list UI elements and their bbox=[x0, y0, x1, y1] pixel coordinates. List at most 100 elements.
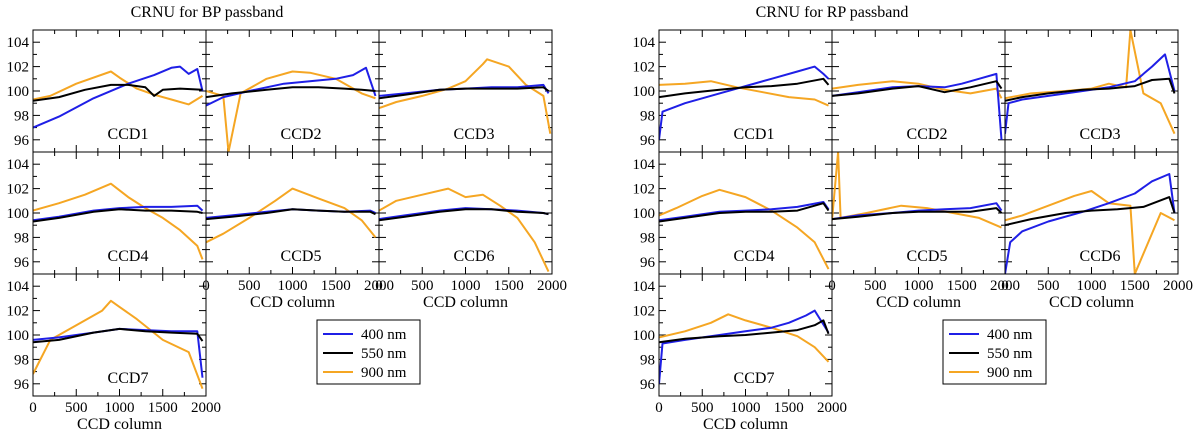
y-tick-label: 96 bbox=[14, 377, 30, 393]
y-tick-label: 100 bbox=[633, 206, 656, 222]
y-tick-label: 98 bbox=[640, 108, 655, 124]
series-line-550-nm bbox=[659, 77, 830, 99]
y-tick-label: 96 bbox=[14, 133, 30, 149]
x-tick-label: 1500 bbox=[1120, 278, 1150, 294]
y-tick-label: 102 bbox=[633, 182, 656, 198]
x-tick-label: 500 bbox=[411, 278, 434, 294]
series-line-550-nm bbox=[33, 83, 203, 102]
x-tick-label: 500 bbox=[864, 278, 887, 294]
x-tick-label: 500 bbox=[691, 400, 714, 416]
x-axis-label: CCD column bbox=[703, 416, 788, 433]
series-line-550-nm bbox=[206, 86, 376, 99]
x-tick-label: 500 bbox=[65, 400, 88, 416]
y-tick-label: 100 bbox=[7, 84, 30, 100]
y-tick-label: 96 bbox=[640, 133, 656, 149]
x-tick-label: 2000 bbox=[990, 278, 1020, 294]
ccd-label: CCD2 bbox=[907, 126, 948, 143]
y-tick-label: 102 bbox=[7, 304, 30, 320]
panel-ccd5: CCD5 0 500 1000 1500 2000 CCD column bbox=[202, 151, 394, 311]
x-tick-label: 2000 bbox=[537, 278, 567, 294]
series-line-550-nm bbox=[659, 319, 830, 344]
chart-title: CRNU for BP passband bbox=[131, 4, 284, 21]
legend-label: 400 nm bbox=[987, 327, 1033, 343]
y-tick-label: 100 bbox=[633, 328, 656, 344]
x-tick-label: 2000 bbox=[191, 400, 221, 416]
x-tick-label: 1500 bbox=[321, 278, 351, 294]
y-tick-label: 98 bbox=[640, 352, 655, 368]
series-line-900-nm bbox=[659, 313, 830, 363]
series-line-900-nm bbox=[206, 70, 376, 152]
series-line-400-nm bbox=[33, 65, 204, 129]
series-line-900-nm bbox=[206, 187, 377, 244]
y-tick-label: 104 bbox=[7, 35, 30, 51]
panel-ccd7: CCD7 96 98 100 102 104 0 500 1000 1500 2000 CCD col… bbox=[633, 273, 847, 433]
legend-label: 550 nm bbox=[987, 346, 1033, 362]
series-line-400-nm bbox=[832, 72, 1003, 140]
legend-label: 900 nm bbox=[987, 365, 1033, 381]
x-tick-label: 1000 bbox=[731, 400, 761, 416]
series-line-400-nm bbox=[659, 201, 830, 222]
x-axis-label: CCD column bbox=[1049, 294, 1134, 311]
x-tick-label: 1500 bbox=[148, 400, 178, 416]
series-line-400-nm bbox=[206, 66, 377, 107]
y-tick-label: 100 bbox=[633, 84, 656, 100]
legend-label: 400 nm bbox=[361, 327, 407, 343]
series-line-400-nm bbox=[1005, 173, 1176, 274]
panel-ccd5: CCD5 0 500 1000 1500 2000 CCD column bbox=[828, 151, 1020, 311]
y-tick-label: 104 bbox=[633, 157, 656, 173]
series-line-900-nm bbox=[1005, 190, 1175, 274]
series-line-550-nm bbox=[832, 80, 1003, 97]
series-line-900-nm bbox=[33, 182, 204, 260]
series-line-900-nm bbox=[659, 80, 829, 107]
series-line-900-nm bbox=[832, 152, 1002, 229]
legend-label: 900 nm bbox=[361, 365, 407, 381]
x-tick-label: 1500 bbox=[774, 400, 804, 416]
x-tick-label: 0 bbox=[29, 400, 37, 416]
x-tick-label: 1000 bbox=[278, 278, 308, 294]
y-tick-label: 98 bbox=[14, 230, 29, 246]
series-line-400-nm bbox=[659, 65, 830, 140]
series-line-900-nm bbox=[379, 187, 550, 273]
panel-frame bbox=[1004, 151, 1179, 275]
x-axis-label: CCD column bbox=[77, 416, 162, 433]
y-tick-label: 98 bbox=[14, 352, 29, 368]
x-axis-label: CCD column bbox=[876, 294, 961, 311]
ccd-label: CCD2 bbox=[281, 126, 322, 143]
series-line-900-nm bbox=[33, 299, 204, 390]
ccd-label: CCD1 bbox=[108, 126, 149, 143]
series-line-550-nm bbox=[1005, 77, 1176, 102]
series-line-400-nm bbox=[659, 309, 830, 384]
ccd-label: CCD7 bbox=[108, 370, 149, 387]
figure-rp: CRNU for RP passbandCCD19698100102104CCD… bbox=[633, 4, 1194, 433]
series-line-550-nm bbox=[379, 208, 549, 222]
y-tick-label: 104 bbox=[7, 157, 30, 173]
panel-frame bbox=[32, 273, 207, 397]
x-tick-label: 2000 bbox=[364, 278, 394, 294]
x-tick-label: 2000 bbox=[817, 400, 847, 416]
y-tick-label: 102 bbox=[633, 304, 656, 320]
series-line-550-nm bbox=[1005, 196, 1176, 227]
y-tick-label: 100 bbox=[7, 328, 30, 344]
y-tick-label: 102 bbox=[7, 60, 30, 76]
x-tick-label: 500 bbox=[238, 278, 261, 294]
ccd-label: CCD5 bbox=[907, 248, 948, 265]
ccd-label: CCD3 bbox=[1080, 126, 1121, 143]
ccd-label: CCD6 bbox=[1080, 248, 1121, 265]
series-line-550-nm bbox=[379, 86, 550, 100]
y-tick-label: 96 bbox=[640, 255, 656, 271]
y-tick-label: 98 bbox=[14, 108, 29, 124]
y-tick-label: 98 bbox=[640, 230, 655, 246]
chart-title: CRNU for RP passband bbox=[756, 4, 909, 21]
series-line-400-nm bbox=[832, 202, 1003, 221]
x-tick-label: 0 bbox=[655, 400, 663, 416]
panel-frame bbox=[658, 273, 833, 397]
x-axis-label: CCD column bbox=[423, 294, 508, 311]
panel-ccd2: CCD2 bbox=[205, 29, 380, 153]
panel-frame bbox=[378, 151, 553, 275]
x-tick-label: 0 bbox=[375, 278, 383, 294]
ccd-label: CCD3 bbox=[454, 126, 495, 143]
panel-ccd4: CCD4 96 98 100 102 104 bbox=[633, 151, 833, 275]
panel-ccd3: CCD3 bbox=[1004, 29, 1179, 153]
x-tick-label: 1500 bbox=[947, 278, 977, 294]
